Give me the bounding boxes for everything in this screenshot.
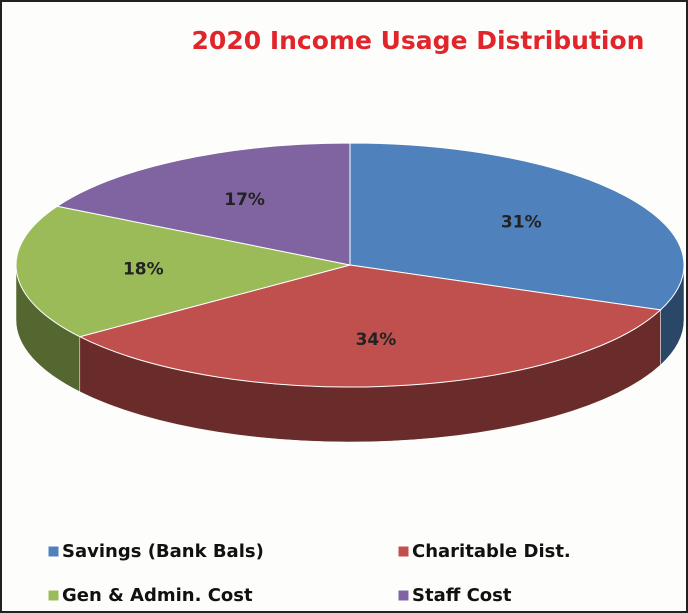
legend-label: Staff Cost [412, 585, 512, 606]
pie-slice [56, 142, 351, 266]
legend-swatch [47, 545, 60, 558]
pie-slice [15, 205, 351, 338]
data-label: 34% [356, 330, 397, 350]
legend-swatch [397, 589, 410, 602]
pie-slice [78, 264, 662, 388]
data-label: 31% [501, 212, 542, 232]
data-label: 17% [224, 190, 265, 210]
chart-title: 2020 Income Usage Distribution [192, 26, 645, 55]
legend-label: Savings (Bank Bals) [62, 541, 264, 562]
pie-slice [349, 142, 685, 311]
data-label: 18% [123, 260, 164, 280]
legend-label: Charitable Dist. [412, 541, 571, 562]
legend-swatch [47, 589, 60, 602]
legend-label: Gen & Admin. Cost [62, 585, 253, 606]
legend-swatch [397, 545, 410, 558]
